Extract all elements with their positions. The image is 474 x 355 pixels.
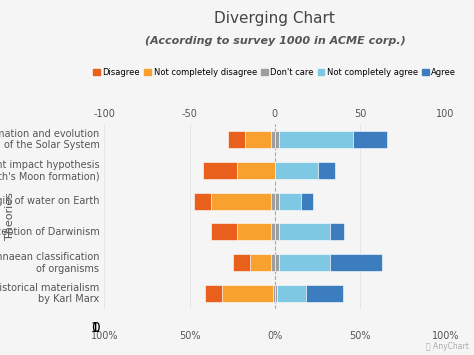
Bar — [271, 193, 275, 209]
Bar — [245, 131, 271, 148]
Bar — [318, 162, 335, 179]
Bar — [222, 285, 273, 302]
Bar — [194, 193, 211, 209]
Bar — [277, 285, 306, 302]
Bar — [279, 193, 301, 209]
Bar — [301, 193, 313, 209]
Bar — [275, 285, 277, 302]
Text: Ⓜ AnyChart: Ⓜ AnyChart — [427, 343, 469, 351]
Text: (According to survey 1000 in ACME corp.): (According to survey 1000 in ACME corp.) — [145, 36, 405, 45]
Bar — [271, 131, 275, 148]
Bar — [271, 224, 275, 240]
Bar — [233, 254, 250, 271]
Bar — [237, 162, 275, 179]
Bar — [275, 254, 279, 271]
Bar — [275, 131, 279, 148]
Bar — [279, 224, 330, 240]
Bar — [271, 254, 275, 271]
Bar — [353, 131, 387, 148]
Bar — [306, 285, 343, 302]
Text: Diverging Chart: Diverging Chart — [214, 11, 336, 26]
Bar — [211, 193, 271, 209]
Legend: Disagree, Not completely disagree, Don't care, Not completely agree, Agree: Disagree, Not completely disagree, Don't… — [90, 65, 460, 80]
Bar — [275, 162, 318, 179]
Bar — [237, 224, 271, 240]
Bar — [211, 224, 237, 240]
Bar — [203, 162, 237, 179]
Text: Theories: Theories — [5, 193, 15, 240]
Bar — [275, 193, 279, 209]
Bar — [228, 131, 245, 148]
Bar — [279, 254, 330, 271]
Bar — [279, 131, 353, 148]
Bar — [275, 224, 279, 240]
Bar — [273, 285, 275, 302]
Bar — [330, 224, 344, 240]
Bar — [205, 285, 222, 302]
Bar — [250, 254, 271, 271]
Bar — [330, 254, 382, 271]
